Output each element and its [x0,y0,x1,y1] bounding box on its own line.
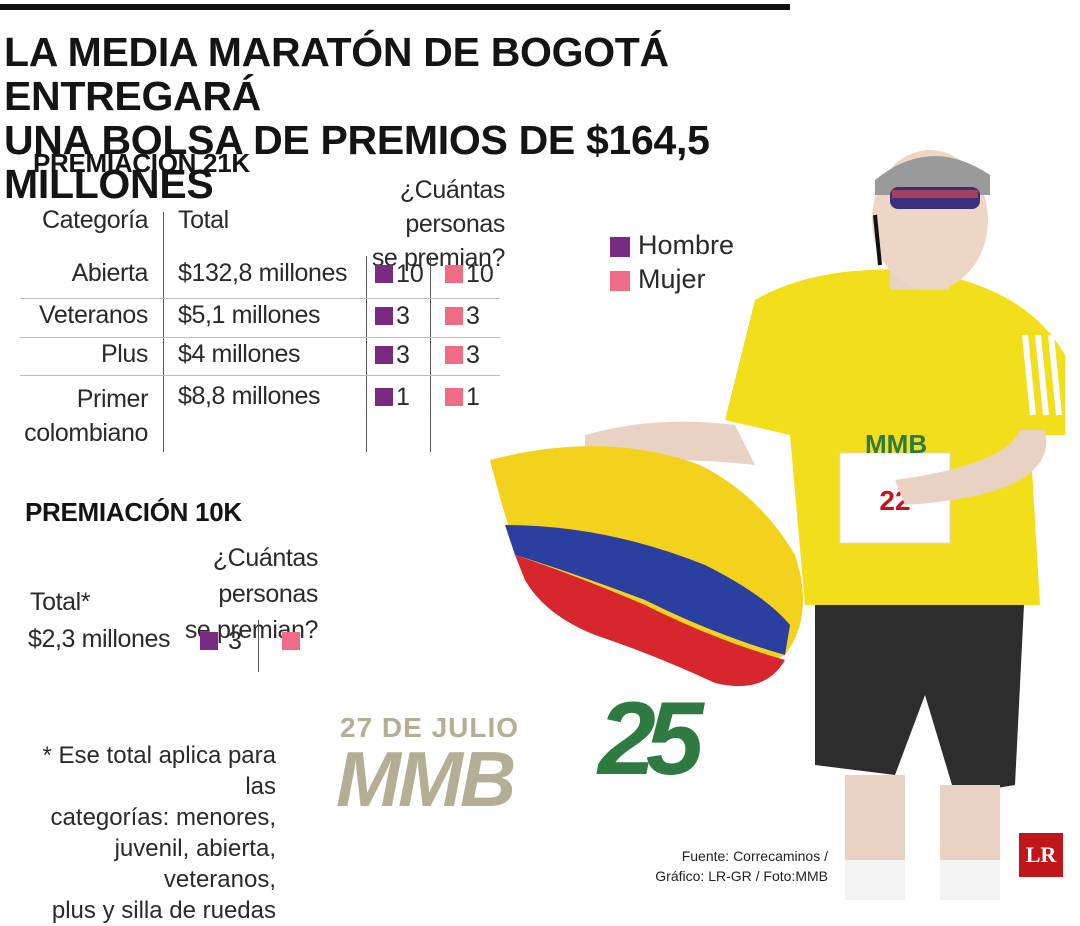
men-square-icon [375,388,393,407]
headline: LA MEDIA MARATÓN DE BOGOTÁ ENTREGARÁ UNA… [4,30,804,206]
women-count-10k [282,626,303,656]
people-header-line-1: ¿Cuántas personas [399,176,506,238]
total-label-10k: Total* [30,588,91,616]
event-logo: 27 DE JULIO MMB 25 [336,681,740,823]
divider-total-men [366,256,367,452]
men-square-icon [375,307,393,326]
women-square-icon [445,388,463,407]
men-square-icon [375,346,393,365]
sock-left [845,860,905,900]
row-separator-3 [20,375,500,376]
source-line-2: Gráfico: LR-GR / Foto:MMB [655,868,828,884]
people-header-21k: ¿Cuántas personas se premian? [300,173,506,275]
legend-women: Mujer [610,264,706,295]
row-women-count: 1 [445,382,480,412]
divider-10k [258,620,259,672]
women-square-icon [445,265,463,284]
row-category: Abierta [71,259,149,287]
legend-women-label: Mujer [638,264,706,294]
row-category: Veteranos [39,301,148,329]
women-square-icon [610,270,630,291]
runner-photo: 22 MMB [490,150,1065,900]
shorts-shape [815,585,1025,795]
headline-line-2: UNA BOLSA DE PREMIOS DE $164,5 MILLONES [4,117,710,207]
row-total: $132,8 millones [178,259,348,287]
headline-line-1: LA MEDIA MARATÓN DE BOGOTÁ ENTREGARÁ [4,29,669,119]
row-men-count: 3 [375,301,410,331]
sock-right [940,860,1000,900]
row-separator-2 [20,337,500,338]
total-value-10k: $2,3 millones [28,625,171,653]
divider-category-total [163,212,164,452]
earphone-cable [873,214,882,266]
event-logo-number: 25 [598,681,704,797]
row-category: Primer colombiano [20,382,148,450]
section-21k-title: PREMIACIÓN 21K [33,148,250,178]
footnote-line-3: juvenil, abierta, veteranos, [114,835,276,893]
flag-red [515,555,785,687]
men-square-icon [200,632,218,651]
row-men-count: 3 [375,340,410,370]
row-category-line-1: Primer [76,385,149,413]
row-women-count: 3 [445,301,480,331]
section-10k-title: PREMIACIÓN 10K [25,497,242,527]
arm-right [895,430,1047,505]
row-category-line-2: colombiano [24,419,148,447]
cap [875,156,990,195]
source-credit: Fuente: Correcaminos / Gráfico: LR-GR / … [600,846,828,886]
row-category: Plus [100,340,148,368]
row-total: $4 millones [178,340,301,368]
top-rule [0,4,790,10]
legend-men: Hombre [610,230,734,261]
men-square-icon [375,265,393,284]
row-men-count: 1 [375,382,410,412]
svg-text:MMB: MMB [865,429,927,459]
shirt-stripes [1022,334,1062,416]
shirt-shape [725,269,1065,605]
row-total: $5,1 millones [178,301,321,329]
column-header-total: Total [178,206,229,234]
men-square-icon [610,236,630,257]
column-header-category: Categoría [42,206,149,234]
people-header-line-2: se premian? [371,244,506,272]
row-men-count: 10 [375,259,424,289]
event-logo-word: MMB [336,735,516,823]
row-women-count: 3 [445,340,480,370]
women-square-icon [282,632,300,651]
footnote-line-2: categorías: menores, [50,804,276,831]
legend-men-label: Hombre [638,230,735,260]
divider-men-women [430,256,431,452]
footnote-line-1: * Ese total aplica para las [42,742,276,800]
men-count-10k: 3 [200,626,242,656]
event-date: 27 DE JULIO [340,712,520,743]
footnote: * Ese total aplica para las categorías: … [10,740,276,926]
women-square-icon [445,346,463,365]
flag-blue [505,525,790,655]
lr-logo-icon: LR [1019,833,1063,877]
people-header-10k-line-1: ¿Cuántas personas [212,544,319,608]
women-square-icon [445,307,463,326]
row-women-count: 10 [445,259,494,289]
source-line-1: Fuente: Correcaminos / [681,848,828,864]
row-separator-1 [20,298,500,299]
row-total: $8,8 millones [178,382,321,410]
